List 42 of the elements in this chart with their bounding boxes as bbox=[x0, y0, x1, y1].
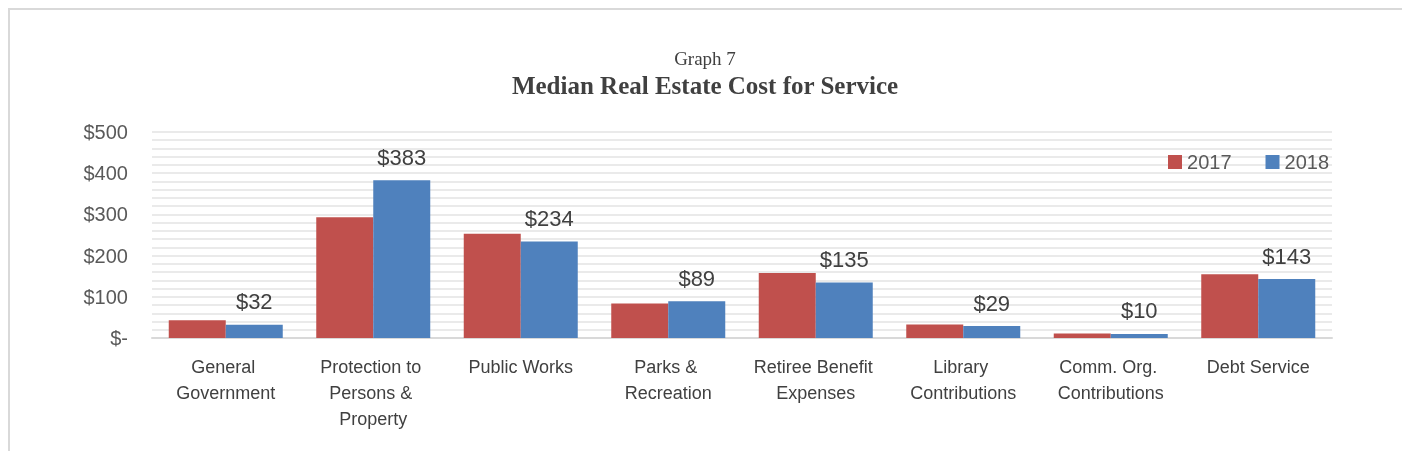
data-label: $135 bbox=[819, 246, 869, 272]
legend-label: 2017 bbox=[1187, 151, 1232, 173]
bar bbox=[815, 282, 873, 338]
y-tick-label: $500 bbox=[83, 121, 128, 143]
data-label: $32 bbox=[235, 289, 273, 315]
bar bbox=[1258, 279, 1316, 338]
bar bbox=[1201, 274, 1259, 338]
bar bbox=[520, 241, 578, 338]
x-tick-label: Library Contributions bbox=[910, 357, 1017, 403]
x-tick-label: Comm. Org. Contributions bbox=[1057, 357, 1164, 403]
chart-title: Median Real Estate Cost for Service bbox=[511, 72, 899, 99]
data-label: $10 bbox=[1120, 298, 1158, 324]
bar bbox=[225, 324, 283, 338]
x-tick-label: Debt Service bbox=[1206, 357, 1310, 377]
bar bbox=[373, 180, 431, 338]
bar bbox=[1110, 333, 1168, 338]
data-label: $143 bbox=[1262, 243, 1312, 269]
bar bbox=[668, 301, 726, 338]
bar bbox=[611, 303, 669, 338]
data-label: $89 bbox=[678, 265, 716, 291]
data-label: $234 bbox=[524, 206, 574, 232]
bar bbox=[168, 320, 226, 338]
bar bbox=[758, 272, 816, 338]
y-tick-label: $400 bbox=[83, 162, 128, 185]
y-tick-label: $100 bbox=[83, 285, 128, 308]
x-tick-label: Parks & Recreation bbox=[624, 357, 712, 403]
bar bbox=[906, 324, 964, 338]
bar bbox=[1053, 333, 1111, 338]
y-tick-label: $200 bbox=[83, 244, 128, 267]
data-label: $383 bbox=[377, 144, 427, 170]
chart-subtitle: Graph 7 bbox=[674, 48, 736, 69]
x-tick-label: General Government bbox=[176, 357, 276, 403]
x-tick-label: Protection to Persons & Property bbox=[320, 357, 427, 429]
legend-label: 2018 bbox=[1284, 151, 1330, 173]
data-label: $29 bbox=[973, 290, 1011, 316]
y-tick-label: $300 bbox=[83, 203, 128, 226]
x-tick-label: Retiree Benefit Expenses bbox=[753, 357, 878, 403]
y-tick-label: $- bbox=[110, 327, 128, 349]
bar bbox=[963, 326, 1021, 338]
x-tick-label: Public Works bbox=[468, 357, 574, 377]
bar bbox=[316, 217, 374, 338]
bar bbox=[463, 233, 521, 338]
